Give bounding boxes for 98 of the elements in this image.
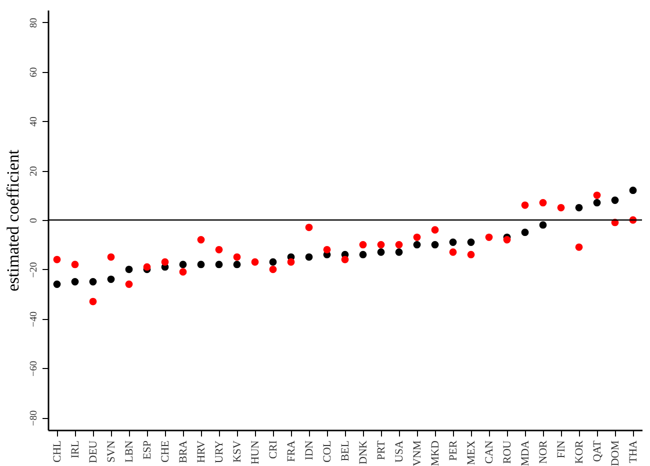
point [125,280,133,288]
x-tick-label: KSV [232,440,244,463]
point [269,258,277,266]
x-tick-label: VNM [412,440,424,466]
point [233,260,241,268]
x-tick-label: SVN [106,440,118,463]
y-tick-label: −80 [28,410,40,426]
x-tick-label: FIN [556,440,568,458]
point [521,228,529,236]
point [341,256,349,264]
point [413,241,421,248]
point [593,192,601,199]
x-tick-label: COL [322,440,334,462]
point [611,196,619,204]
point [557,204,565,212]
point [107,276,115,283]
y-tick-label: 80 [28,18,40,28]
x-tick-label: DNK [358,440,370,464]
point [251,258,259,266]
point [467,238,475,246]
x-tick-label: CAN [484,440,496,464]
point [53,256,61,264]
point [305,224,313,232]
x-tick-label: URY [214,440,226,464]
point [521,201,529,209]
x-tick-label: IDN [304,440,316,460]
point [377,241,385,248]
point [395,248,403,256]
point [431,241,439,248]
point [269,266,277,274]
x-tick-label: LBN [124,440,136,462]
point [197,260,205,268]
point [449,248,457,256]
point [629,186,637,194]
point [539,199,547,206]
x-tick-label: ROU [502,440,514,464]
point [503,236,511,244]
y-tick-label: −20 [28,262,40,278]
point [593,199,601,206]
x-tick-label: MKD [430,440,442,466]
point [431,226,439,234]
y-tick-label: 40 [28,116,40,127]
x-tick-label: BEL [340,440,352,462]
point [179,260,187,268]
point [197,236,205,244]
x-tick-label: DEU [88,440,100,464]
point [179,268,187,276]
x-tick-label: IRL [70,440,82,458]
point [575,204,583,212]
x-tick-label: USA [394,440,406,463]
x-tick-label: THA [628,440,640,464]
point [287,258,295,266]
x-tick-label: BRA [178,440,190,464]
y-tick-label: −60 [28,360,40,377]
point [71,260,79,268]
point [89,298,97,306]
point [413,234,421,241]
x-tick-label: ESP [142,440,154,460]
x-tick-label: PRT [376,440,388,460]
x-tick-label: CRI [268,440,280,459]
point [143,263,151,271]
x-tick-label: KOR [574,440,586,464]
x-tick-label: PER [448,440,460,461]
x-tick-label: CHL [52,440,64,462]
point [395,241,403,248]
point [575,243,583,251]
point [215,246,223,254]
y-tick-label: −40 [28,312,40,328]
x-tick-label: MEX [466,440,478,465]
point [107,253,115,261]
x-tick-label: NOR [538,440,550,464]
point [539,221,547,229]
x-tick-label: HUN [250,440,262,464]
y-tick-label: 60 [28,67,40,78]
point [377,248,385,256]
y-tick-label: 20 [28,166,40,176]
y-axis-title: estimated coefficient [4,149,22,292]
x-tick-label: FRA [286,440,298,462]
point [161,258,169,266]
x-tick-label: DOM [610,440,622,466]
y-tick-label: 0 [28,218,40,223]
point [359,250,367,258]
x-tick-label: CHE [160,440,172,462]
point [305,253,313,261]
x-tick-label: QAT [592,440,604,462]
point [359,241,367,248]
point [323,246,331,254]
point [467,250,475,258]
point [71,278,79,286]
point [215,260,223,268]
point [485,234,493,241]
x-tick-label: MDA [520,440,532,466]
point [125,266,133,274]
point [233,253,241,261]
point [53,280,61,288]
point [89,278,97,286]
point [449,238,457,246]
x-tick-label: HRV [196,440,208,463]
